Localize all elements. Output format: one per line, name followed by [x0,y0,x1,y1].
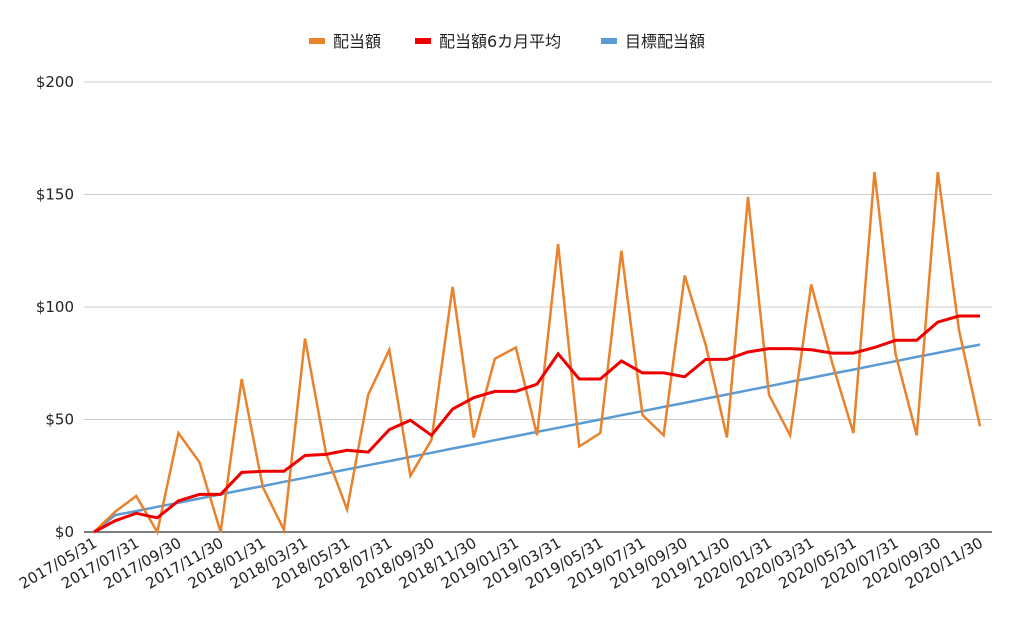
legend: 配当額 配当額6カ月平均 目標配当額 [309,32,705,51]
legend-swatch [415,38,431,44]
y-tick-label: $0 [55,523,74,541]
x-axis-labels: 2017/05/312017/07/312017/09/302017/11/30… [16,534,986,593]
legend-swatch [309,38,325,44]
legend-label: 目標配当額 [625,32,705,51]
y-tick-label: $200 [36,73,74,91]
series-line-1 [93,314,980,534]
legend-label: 配当額6カ月平均 [439,32,561,51]
y-tick-label: $100 [36,298,74,316]
y-tick-label: $150 [36,186,74,204]
y-tick-label: $50 [45,411,74,429]
series-line-0 [93,171,982,536]
series-line-2 [93,343,981,533]
legend-label: 配当額 [333,32,381,51]
y-axis-labels: $0 $50 $100 $150 $200 [36,73,74,541]
legend-swatch [601,38,617,44]
series-group [93,171,982,536]
